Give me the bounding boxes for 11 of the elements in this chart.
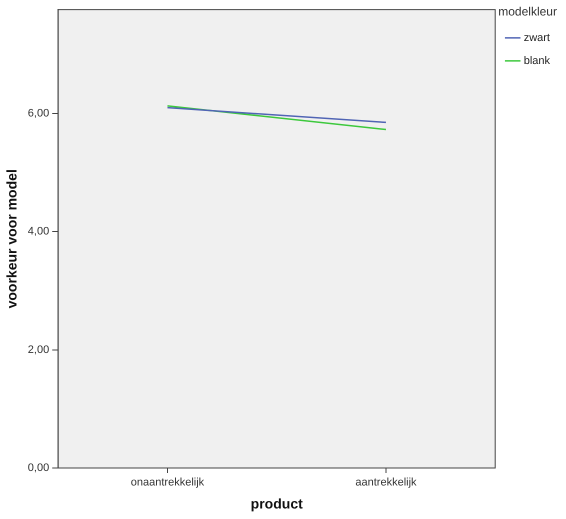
y-tick-label: 6,00 xyxy=(28,108,50,120)
x-axis-title: product xyxy=(250,495,304,512)
y-tick-label: 0,00 xyxy=(28,462,50,474)
x-tick-label: onaantrekkelijk xyxy=(130,476,205,489)
y-tick-label: 4,00 xyxy=(28,226,50,238)
legend-label: blank xyxy=(524,54,550,67)
y-axis-title: voorkeur voor model xyxy=(3,169,20,308)
legend-title: modelkleur xyxy=(498,4,557,18)
x-tick-label: aantrekkelijk xyxy=(355,476,418,489)
y-tick-label: 2,00 xyxy=(28,344,50,356)
legend-label: zwart xyxy=(524,32,550,44)
